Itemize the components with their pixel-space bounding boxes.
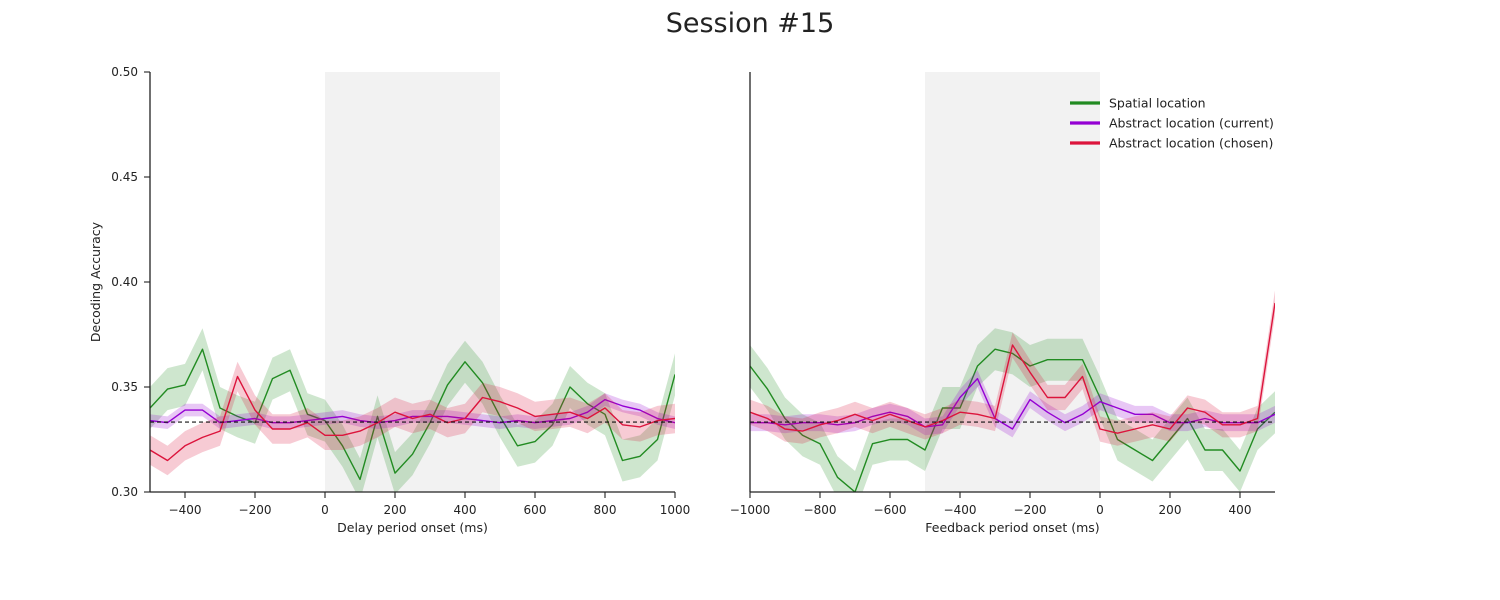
- x-tick-label: 600: [524, 503, 547, 517]
- plot-area: [750, 290, 1275, 492]
- x-tick-label: 1000: [660, 503, 691, 517]
- series-line-abstract-location-chosen: [150, 375, 675, 462]
- y-tick-label: 0.45: [111, 170, 138, 184]
- ci-band-spatial-location: [150, 328, 675, 492]
- x-axis-label: Feedback period onset (ms): [925, 520, 1099, 535]
- x-tick-label: 200: [384, 503, 407, 517]
- series-line-abstract-location-chosen: [750, 302, 1275, 434]
- legend-label-abstract-location-chosen: Abstract location (chosen): [1109, 136, 1273, 151]
- plot-area: [150, 328, 675, 492]
- x-tick-label: 400: [454, 503, 477, 517]
- series-line-spatial-location: [150, 348, 675, 481]
- y-tick-label: 0.50: [111, 65, 138, 79]
- x-tick-label: 0: [321, 503, 329, 517]
- x-tick-label: −400: [944, 503, 977, 517]
- x-tick-label: −800: [804, 503, 837, 517]
- x-tick-label: 800: [594, 503, 617, 517]
- x-axis-label: Delay period onset (ms): [337, 520, 488, 535]
- legend-label-spatial-location: Spatial location: [1109, 96, 1206, 111]
- series-line-spatial-location: [750, 348, 1275, 492]
- series-line-abstract-location-current: [150, 398, 675, 424]
- x-tick-label: −200: [239, 503, 272, 517]
- y-axis-label: Decoding Accuracy: [88, 221, 103, 342]
- legend-label-abstract-location-current: Abstract location (current): [1109, 116, 1274, 131]
- x-tick-label: −1000: [730, 503, 771, 517]
- x-tick-label: −600: [874, 503, 907, 517]
- figure-title: Session #15: [666, 8, 835, 39]
- ci-band-spatial-location: [750, 328, 1275, 492]
- x-tick-label: 400: [1229, 503, 1252, 517]
- series-line-abstract-location-current: [750, 377, 1275, 430]
- y-tick-label: 0.30: [111, 485, 138, 499]
- x-tick-label: −400: [169, 503, 202, 517]
- x-tick-label: −200: [1014, 503, 1047, 517]
- ci-band-abstract-location-current: [150, 393, 675, 429]
- legend: Spatial location Abstract location (curre…: [1070, 96, 1274, 151]
- y-tick-label: 0.40: [111, 275, 138, 289]
- x-tick-label: 0: [1096, 503, 1104, 517]
- ci-band-abstract-location-current: [750, 370, 1275, 438]
- right-panel: −1000 −800 −600 −400 −200 0 200 400 Feedback per…: [730, 72, 1275, 535]
- ci-band-abstract-location-chosen: [750, 290, 1275, 446]
- y-tick-label: 0.35: [111, 380, 138, 394]
- x-tick-label: 200: [1159, 503, 1182, 517]
- left-panel: −400 −200 0 200 400 600 800 1000 0.30 0.35 0.40 0.4…: [88, 65, 690, 535]
